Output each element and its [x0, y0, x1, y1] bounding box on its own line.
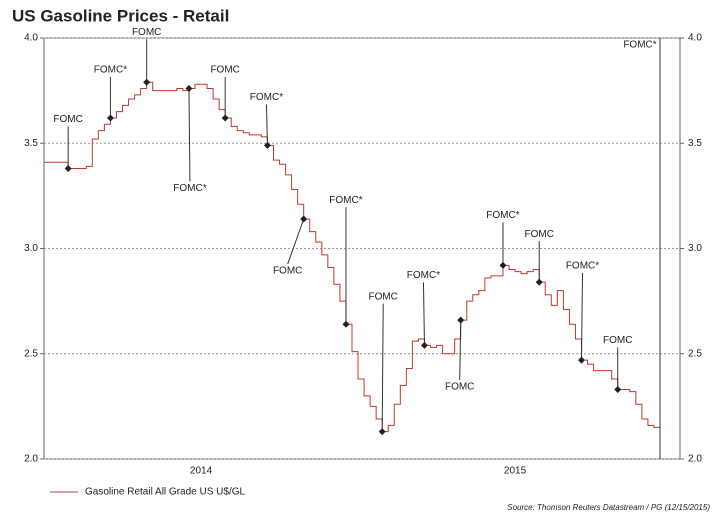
- annotation-leader: [287, 218, 305, 265]
- annotation-label: FOMC*: [486, 210, 519, 221]
- y2-tick-label: 4.0: [688, 33, 702, 44]
- annotation-label: FOMC*: [173, 183, 206, 194]
- annotation-label: FOMC: [524, 229, 553, 240]
- annotation-marker: [342, 320, 350, 328]
- legend-label: Gasoline Retail All Grade US U$/GL: [85, 487, 246, 498]
- annotation-marker: [143, 78, 151, 86]
- y2-tick-label: 3.0: [688, 243, 702, 254]
- annotation-label: FOMC*: [250, 92, 283, 103]
- y2-tick-label: 2.5: [688, 348, 702, 359]
- chart-title: US Gasoline Prices - Retail: [12, 6, 229, 25]
- annotation-marker: [106, 114, 114, 122]
- annotation-marker: [221, 114, 229, 122]
- y2-tick-label: 2.0: [688, 454, 702, 465]
- annotation-label: FOMC: [273, 266, 302, 277]
- y-tick-label: 4.0: [24, 33, 38, 44]
- annotation-marker: [420, 341, 428, 349]
- annotation-label: FOMC: [132, 27, 161, 38]
- annotation-label: FOMC*: [329, 195, 362, 206]
- annotation-label: FOMC*: [623, 40, 656, 51]
- y-tick-label: 3.0: [24, 243, 38, 254]
- annotation-label: FOMC: [53, 114, 82, 125]
- annotation-label: FOMC: [210, 65, 239, 76]
- annotation-marker: [614, 386, 622, 394]
- annotation-label: FOMC: [368, 291, 397, 302]
- y-tick-label: 3.5: [24, 138, 38, 149]
- annotation-marker: [64, 165, 72, 173]
- annotation-leader: [580, 273, 583, 361]
- annotation-marker: [499, 261, 507, 269]
- annotation-marker: [577, 356, 585, 364]
- annotation-marker: [300, 215, 308, 223]
- annotation-leader: [265, 104, 268, 146]
- x-tick-label: 2015: [504, 466, 527, 477]
- annotation-marker: [535, 278, 543, 286]
- y-tick-label: 2.0: [24, 454, 38, 465]
- x-tick-label: 2014: [190, 466, 213, 477]
- annotation-marker: [457, 316, 465, 324]
- series-line: [44, 81, 661, 433]
- annotation-label: FOMC*: [566, 261, 599, 272]
- y2-tick-label: 3.5: [688, 138, 702, 149]
- source-note: Source: Thomson Reuters Datastream / PG …: [507, 503, 710, 512]
- y-tick-label: 2.5: [24, 348, 38, 359]
- annotation-label: FOMC: [445, 382, 474, 393]
- annotation-leader: [188, 88, 191, 182]
- annotation-marker: [263, 141, 271, 149]
- annotation-label: FOMC: [603, 335, 632, 346]
- annotation-leader: [459, 320, 462, 381]
- annotation-leader: [381, 303, 384, 432]
- annotation-leader: [422, 282, 425, 346]
- annotation-marker: [378, 428, 386, 436]
- annotation-label: FOMC*: [94, 65, 127, 76]
- annotation-label: FOMC*: [407, 270, 440, 281]
- annotation-marker: [185, 85, 193, 93]
